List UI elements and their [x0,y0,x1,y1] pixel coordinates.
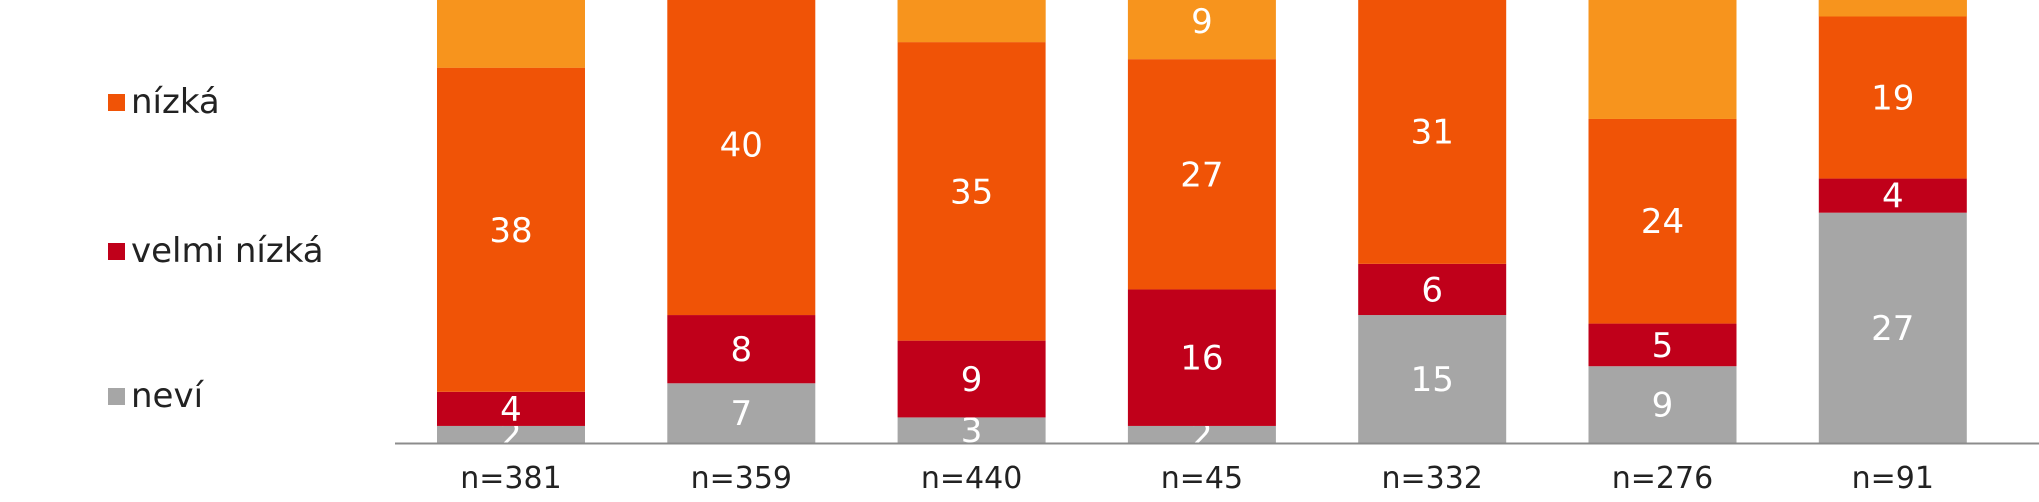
data-label-velmi-nizka: 9 [961,360,983,400]
data-label-nevi: 9 [1652,386,1674,426]
bar-segment-velmi-nizka [1358,263,1507,316]
bar-segment-nizka [1127,59,1276,290]
data-label-nizka: 31 [1411,113,1454,153]
legend-item-nizka: nízká [108,82,220,122]
data-label-nevi: 7 [730,394,752,434]
bar-segment-nevi [1358,315,1507,443]
bar-segment-upper [1818,0,1967,17]
legend-item-nevi: neví [108,376,203,416]
legend-item-velmi-nizka: velmi nízká [108,231,324,271]
bar-segment-series-3 [1127,0,1276,60]
bar-segment-velmi-nizka [897,340,1046,418]
legend-label-nevi: neví [131,376,204,416]
bar-segment-velmi-nizka [1588,323,1737,367]
data-label-series-3: 9 [1191,2,1213,42]
data-label-nizka: 24 [1641,202,1684,242]
bar-segment-nizka [897,42,1046,341]
bar-segment-upper [1588,0,1737,119]
bar-segment-velmi-nizka [1818,178,1967,213]
category-label: n=440 [921,461,1022,496]
bar-segment-nizka [1818,16,1967,179]
bar-segment-nizka [437,67,585,392]
bar-segment-velmi-nizka [1127,289,1276,426]
bar-segment-velmi-nizka [437,391,585,426]
bar-segment-velmi-nizka [667,315,816,384]
bar-segment-nevi [897,417,1046,443]
legend-swatch-nizka [108,93,125,111]
bar-segment-nevi [1127,425,1276,443]
data-label-nevi: 3 [961,411,983,451]
bar-segment-nevi [667,383,816,443]
bar-segment-upper [897,0,1046,43]
data-label-velmi-nizka: 6 [1421,270,1443,310]
bar-segment-nizka [667,0,816,316]
legend-label-velmi-nizka: velmi nízká [131,231,324,271]
bar-segment-upper [437,0,585,68]
data-label-velmi-nizka: 4 [1882,177,1904,217]
legend-label-nizka: nízká [131,82,220,122]
bar-segment-nevi [437,425,585,443]
category-label: n=91 [1852,461,1934,496]
category-label: n=45 [1161,461,1243,496]
data-label-nevi: 15 [1411,360,1454,400]
category-label: n=381 [460,461,561,496]
data-label-velmi-nizka: 16 [1180,339,1223,379]
data-label-nizka: 38 [489,211,532,251]
bar-segment-nevi [1588,366,1737,443]
data-label-nizka: 27 [1180,155,1223,195]
legend-swatch-nevi [108,387,125,405]
data-label-nizka: 40 [720,125,763,165]
bar-segment-nizka [1588,118,1737,324]
data-label-velmi-nizka: 5 [1652,326,1674,366]
legend-swatch-velmi-nizka [108,242,125,260]
data-label-nizka: 35 [950,172,993,212]
category-label: n=359 [691,461,792,496]
data-label-velmi-nizka: 8 [730,330,752,370]
data-label-nizka: 19 [1871,79,1914,119]
data-label-velmi-nizka: 4 [500,390,522,430]
category-label: n=276 [1612,461,1713,496]
category-label: n=332 [1381,461,1482,496]
data-label-nevi: 27 [1871,309,1914,349]
bar-segment-nizka [1358,0,1507,264]
bar-segment-nevi [1818,212,1967,443]
